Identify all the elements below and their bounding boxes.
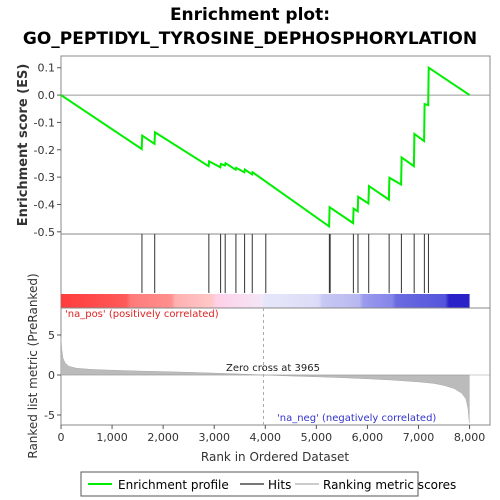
es-tick-label: 0.0 xyxy=(38,89,56,102)
chart-title-line2: GO_PEPTIDYL_TYROSINE_DEPHOSPHORYLATION xyxy=(23,29,477,49)
na-pos-label: 'na_pos' (positively correlated) xyxy=(65,309,219,320)
legend-enrichment-label: Enrichment profile xyxy=(118,478,229,492)
es-panel-frame xyxy=(60,55,491,235)
x-tick-label: 1,000 xyxy=(96,431,128,444)
es-tick-label: -0.1 xyxy=(34,116,55,129)
colorbar-gradient xyxy=(61,294,470,308)
x-tick-label: 4,000 xyxy=(250,431,282,444)
es-y-axis-label: Enrichment score (ES) xyxy=(16,64,31,227)
hit-markers xyxy=(141,234,429,293)
x-tick-label: 3,000 xyxy=(198,431,230,444)
metric-tick-label: 0 xyxy=(48,369,55,382)
metric-tick-label: 5 xyxy=(48,329,55,342)
legend: Enrichment profile Hits Ranking metric s… xyxy=(80,471,456,497)
x-tick-label: 7,000 xyxy=(403,431,435,444)
ranking-metric-area xyxy=(60,336,470,424)
es-panel: 0.1 0.0 -0.1 -0.2 -0.3 -0.4 -0.5 xyxy=(34,55,491,239)
x-tick-label: 6,000 xyxy=(352,431,384,444)
metric-y-axis-label: Ranked list metric (PreRanked) xyxy=(26,273,40,458)
x-tick-label: 5,000 xyxy=(301,431,333,444)
x-tick-label: 2,000 xyxy=(147,431,179,444)
es-tick-label: -0.2 xyxy=(34,144,55,157)
chart-title-line1: Enrichment plot: xyxy=(170,5,330,25)
es-axis-ticks: 0.1 0.0 -0.1 -0.2 -0.3 -0.4 -0.5 xyxy=(34,62,61,239)
legend-metric-label: Ranking metric scores xyxy=(323,478,456,492)
metric-tick-label: -5 xyxy=(44,409,55,422)
metric-axis-ticks: 5 0 -5 xyxy=(44,329,61,422)
rank-colorbar xyxy=(61,294,470,308)
es-tick-label: -0.3 xyxy=(34,171,55,184)
es-tick-label: -0.4 xyxy=(34,198,55,211)
legend-hits-label: Hits xyxy=(268,478,291,492)
x-tick-label: 0 xyxy=(58,431,65,444)
zero-cross-label: Zero cross at 3965 xyxy=(226,363,320,374)
es-tick-label: 0.1 xyxy=(38,62,56,75)
es-tick-label: -0.5 xyxy=(34,226,55,239)
na-neg-label: 'na_neg' (negatively correlated) xyxy=(277,413,436,424)
x-axis-ticks: 0 1,000 2,000 3,000 4,000 5,000 6,000 7,000 8,00… xyxy=(58,425,486,444)
x-axis-label: Rank in Ordered Dataset xyxy=(201,450,349,464)
enrichment-profile-line xyxy=(60,65,471,229)
metric-panel-frame xyxy=(60,307,491,426)
x-tick-label: 8,000 xyxy=(454,431,486,444)
metric-panel: 'na_pos' (positively correlated) Zero cr… xyxy=(44,307,491,426)
